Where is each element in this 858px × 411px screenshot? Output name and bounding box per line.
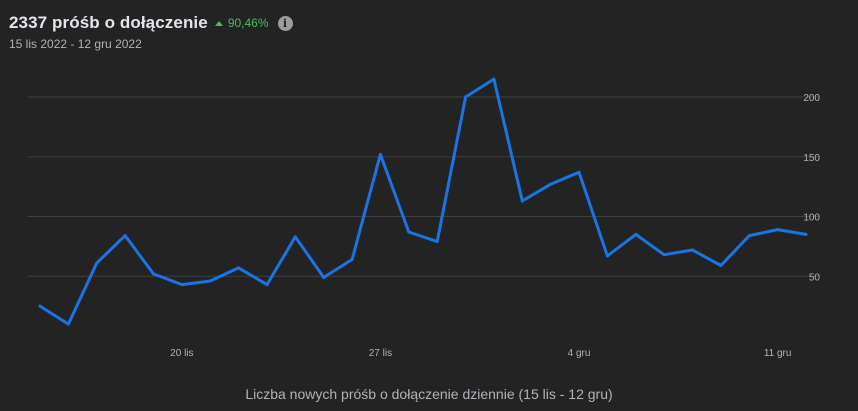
data-point[interactable] — [265, 283, 269, 287]
data-point[interactable] — [407, 230, 411, 234]
data-point[interactable] — [151, 272, 155, 276]
info-icon[interactable]: i — [277, 15, 293, 31]
data-point[interactable] — [435, 240, 439, 244]
data-point[interactable] — [662, 253, 666, 257]
grid-lines — [28, 96, 820, 277]
data-point[interactable] — [66, 322, 70, 326]
data-point[interactable] — [180, 283, 184, 287]
y-tick-label: 150 — [803, 153, 820, 164]
data-point[interactable] — [691, 248, 695, 252]
arrow-up-icon — [214, 20, 223, 26]
x-tick-label: 4 gru — [568, 348, 591, 359]
data-point[interactable] — [350, 258, 354, 262]
data-point[interactable] — [293, 235, 297, 239]
y-tick-label: 200 — [803, 93, 820, 104]
data-point[interactable] — [378, 152, 382, 156]
data-point[interactable] — [322, 275, 326, 279]
series-lines — [38, 77, 808, 326]
data-point[interactable] — [605, 254, 609, 258]
data-point[interactable] — [492, 77, 496, 81]
data-point[interactable] — [577, 170, 581, 174]
line-chart: 50 100 150 200 20 lis 27 lis 4 gru 11 gru — [28, 77, 820, 359]
data-point[interactable] — [237, 266, 241, 270]
data-point[interactable] — [464, 95, 468, 99]
data-point[interactable] — [520, 199, 524, 203]
x-tick-label: 20 lis — [170, 348, 193, 359]
series-line — [38, 77, 808, 326]
x-tick-label: 27 lis — [369, 348, 392, 359]
data-point[interactable] — [549, 182, 553, 186]
data-point[interactable] — [776, 228, 780, 232]
page-title: 2337 próśb o dołączenie — [9, 13, 208, 32]
x-tick-label: 11 gru — [764, 348, 792, 359]
date-range: 15 lis 2022 - 12 gru 2022 — [9, 37, 142, 51]
y-tick-label: 50 — [809, 272, 821, 283]
x-axis-ticks: 20 lis 27 lis 4 gru 11 gru — [170, 348, 791, 359]
change-badge: 90,46% — [214, 16, 269, 30]
x-axis-label: Liczba nowych próśb o dołączenie dzienni… — [245, 386, 613, 402]
change-value: 90,46% — [227, 16, 269, 30]
data-point[interactable] — [95, 261, 99, 265]
data-point[interactable] — [123, 234, 127, 238]
chart-header: 2337 próśb o dołączenie 90,46% i — [9, 13, 293, 33]
data-point[interactable] — [804, 232, 808, 236]
data-point[interactable] — [719, 263, 723, 267]
y-axis-ticks: 50 100 150 200 — [803, 93, 820, 283]
data-point[interactable] — [38, 304, 42, 308]
data-point[interactable] — [208, 279, 212, 283]
data-point[interactable] — [747, 234, 751, 238]
y-tick-label: 100 — [803, 213, 820, 224]
data-point[interactable] — [634, 232, 638, 236]
